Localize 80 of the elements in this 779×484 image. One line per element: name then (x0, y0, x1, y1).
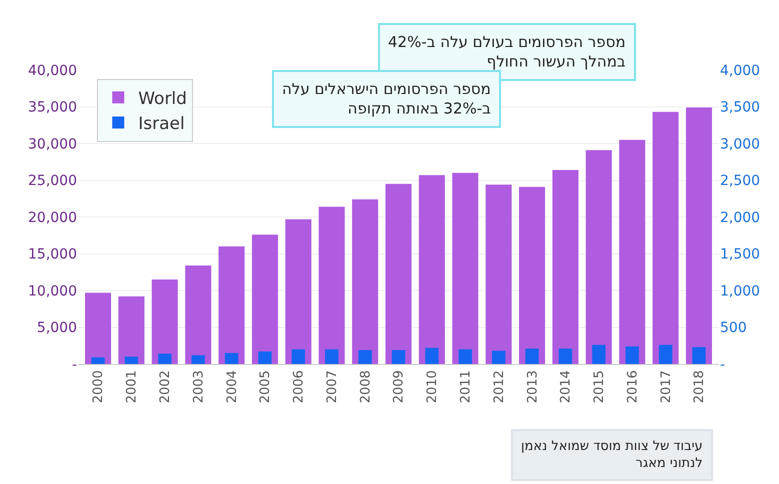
bar (385, 184, 412, 364)
legend-label: Israel (138, 114, 185, 134)
x-tick-label: 2008 (358, 370, 374, 404)
bar (458, 349, 472, 364)
x-tick-label: 2003 (191, 370, 206, 404)
bar (425, 348, 439, 364)
bar (519, 186, 546, 364)
bar (418, 175, 445, 364)
bar (118, 296, 144, 364)
bar (486, 184, 512, 364)
y2-tick-label: 1,500 (720, 246, 760, 263)
x-tick-label: 2004 (224, 370, 240, 404)
y2-tick-label: - (720, 356, 726, 373)
x-tick-label: 2017 (658, 370, 674, 404)
y-tick-label: 35,000 (28, 100, 77, 116)
y-tick-label: 15,000 (28, 246, 77, 263)
bar (592, 344, 606, 364)
y2-tick-label: 1,000 (720, 283, 760, 300)
x-tick-label: 2001 (124, 370, 140, 404)
y2-tick-label: 2,500 (720, 173, 760, 190)
legend-label: World (138, 89, 187, 109)
x-tick-label: 2005 (258, 370, 274, 404)
x-tick-label: 2007 (324, 370, 340, 404)
y-tick-label: 10,000 (28, 283, 77, 300)
x-tick-label: 2011 (458, 370, 474, 404)
annotation: מספר הפרסומים הישראלים עלה ב-32% באותה תקופה (282, 80, 492, 118)
bar (185, 266, 212, 364)
y2-tick-label: 3,500 (720, 100, 760, 116)
bar (392, 350, 406, 364)
x-tick-label: 2002 (158, 370, 174, 404)
bar (619, 140, 646, 364)
bar (152, 279, 178, 364)
y2-tick-label: 4,000 (720, 62, 760, 79)
bar (318, 206, 345, 364)
bar (124, 356, 138, 364)
annotation: מספר הפרסומים בעולם עלה ב-42% במהלך העשור החולף (388, 33, 626, 70)
bar (586, 150, 612, 364)
y2-tick-label: 500 (720, 320, 747, 336)
x-tick-label: 2009 (392, 370, 407, 404)
bar (492, 350, 506, 364)
bar (626, 346, 639, 364)
y-tick-label: 30,000 (28, 136, 77, 152)
y2-tick-label: 2,000 (720, 210, 760, 226)
bar (452, 172, 478, 364)
bar (158, 354, 172, 364)
bar (552, 170, 578, 364)
y-tick-label: 5,000 (36, 320, 77, 336)
x-tick-label: 2016 (625, 370, 640, 404)
x-tick-label: 2013 (525, 370, 540, 404)
bar (224, 352, 238, 364)
x-tick-label: 2010 (425, 370, 440, 404)
bar (525, 348, 539, 364)
bar (652, 112, 679, 364)
x-tick-label: 2000 (91, 370, 106, 404)
bar (558, 348, 572, 364)
bar (686, 107, 712, 364)
bar (258, 352, 272, 364)
bar (325, 349, 338, 364)
text: עיבוד של צוות מוסד שמואל נאמן לנתוני מאגר (521, 439, 703, 471)
bar (252, 234, 278, 364)
bar (292, 349, 306, 364)
bar (285, 219, 312, 364)
bar (218, 246, 245, 364)
x-tick-label: 2015 (592, 370, 608, 404)
x-tick-label: 2006 (292, 370, 307, 404)
bar (91, 357, 105, 364)
x-tick-label: 2018 (692, 370, 708, 404)
x-tick-label: 2012 (492, 370, 507, 404)
y-tick-label: - (72, 356, 77, 373)
y-tick-label: 25,000 (28, 173, 77, 190)
bar (358, 350, 372, 364)
bar (192, 355, 205, 364)
y2-tick-label: 3,000 (720, 136, 760, 152)
y-tick-label: 20,000 (28, 210, 77, 226)
y-tick-label: 40,000 (28, 62, 77, 79)
bar (85, 292, 112, 364)
bar (352, 199, 378, 364)
bar (692, 347, 706, 364)
bar (658, 344, 672, 364)
x-tick-label: 2014 (558, 370, 574, 404)
